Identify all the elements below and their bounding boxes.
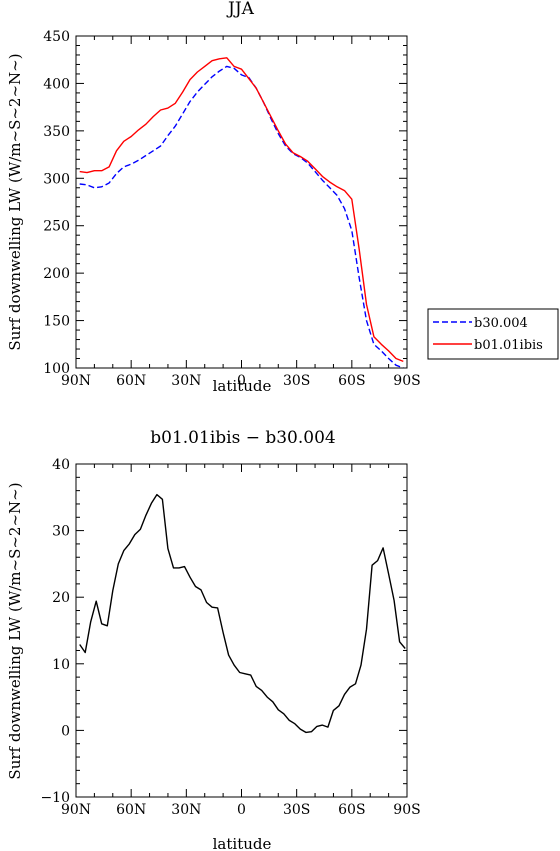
bottom-y-axis-title: Surf downwelling LW (W/m~S~2~N~) xyxy=(6,482,24,779)
bottom-plot-lines xyxy=(79,493,406,734)
legend-label-b01-01ibis: b01.01ibis xyxy=(474,338,543,353)
top-x-tick-label-90n: 90N xyxy=(61,373,91,389)
legend-box xyxy=(427,308,559,360)
bottom-x-tick-label-60n: 60N xyxy=(116,802,146,818)
bottom-series-line-difference xyxy=(79,493,406,734)
bottom-x-tick-label-90s: 90S xyxy=(393,802,420,818)
bottom-y-tick-label-1: 0 xyxy=(61,723,70,739)
top-axis-ticks: 90N 60N 30N 0 30S 60S 90S 100 150 200 250 300 350 400… xyxy=(43,29,420,389)
top-x-tick-label-30n: 30N xyxy=(171,373,201,389)
top-y-tick-label-5: 350 xyxy=(43,124,70,140)
bottom-y-tick-label-2: 10 xyxy=(52,657,70,673)
top-x-tick-label-90s: 90S xyxy=(393,373,420,389)
top-y-axis-title: Surf downwelling LW (W/m~S~2~N~) xyxy=(6,53,24,350)
top-x-axis-title: latitude xyxy=(213,377,272,395)
top-x-tick-label-60s: 60S xyxy=(338,373,365,389)
bottom-chart-title: b01.01ibis − b30.004 xyxy=(150,428,335,448)
top-plot-frame xyxy=(75,35,408,369)
top-y-tick-label-1: 150 xyxy=(43,314,70,330)
bottom-x-tick-label-60s: 60S xyxy=(338,802,365,818)
legend-label-b30-004: b30.004 xyxy=(474,316,528,331)
top-x-tick-label-0: 0 xyxy=(237,373,246,389)
bottom-x-tick-label-30s: 30S xyxy=(283,802,310,818)
bottom-x-tick-label-90n: 90N xyxy=(61,802,91,818)
bottom-x-tick-label-30n: 30N xyxy=(171,802,201,818)
bottom-x-tick-label-0: 0 xyxy=(237,802,246,818)
top-panel: JJA Surf downwelling LW (W/m~S~2~N~) lat… xyxy=(6,0,559,395)
bottom-plot-frame xyxy=(75,463,408,798)
top-y-tick-label-6: 400 xyxy=(43,76,70,92)
bottom-y-tick-label-0: −10 xyxy=(40,790,70,806)
top-y-tick-label-3: 250 xyxy=(43,219,70,235)
bottom-y-tick-label-4: 30 xyxy=(52,524,70,540)
top-series-line-b01-01ibis xyxy=(79,57,404,363)
bottom-axis-ticks: 90N 60N 30N 0 30S 60S 90S −10 0 10 20 30 40 xyxy=(40,457,420,818)
bottom-panel: b01.01ibis − b30.004 Surf downwelling LW… xyxy=(6,428,421,851)
top-series-line-b30-004 xyxy=(79,65,404,369)
top-y-tick-label-2: 200 xyxy=(43,266,70,282)
top-x-tick-label-30s: 30S xyxy=(283,373,310,389)
bottom-y-tick-label-5: 40 xyxy=(52,457,70,473)
top-legend: b30.004 b01.01ibis xyxy=(427,308,559,360)
bottom-x-axis-title: latitude xyxy=(213,835,272,851)
top-y-tick-label-4: 300 xyxy=(43,171,70,187)
top-y-tick-label-7: 450 xyxy=(43,29,70,45)
bottom-y-tick-label-3: 20 xyxy=(52,590,70,606)
top-x-tick-label-60n: 60N xyxy=(116,373,146,389)
top-chart-title: JJA xyxy=(226,0,255,19)
top-y-tick-label-0: 100 xyxy=(43,361,70,377)
top-plot-lines xyxy=(79,57,404,369)
